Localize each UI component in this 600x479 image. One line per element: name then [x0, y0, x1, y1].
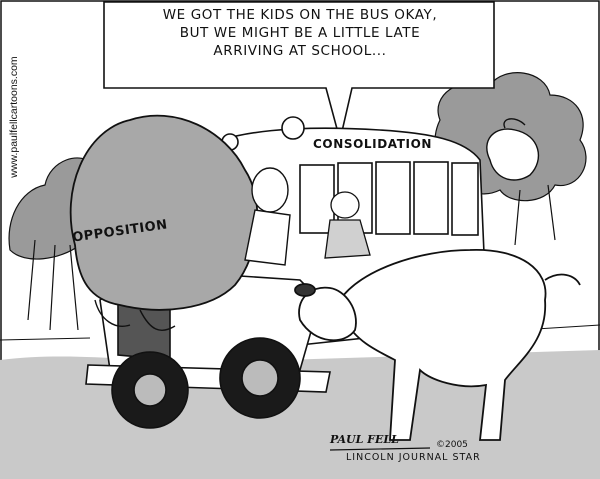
dog	[294, 249, 581, 441]
speech-bubble-text: WE GOT THE KIDS ON THE BUS OKAY, BUT WE …	[108, 6, 492, 60]
artist-website-url: www.paulfellcartoons.com	[8, 56, 20, 178]
speech-bubble	[103, 1, 495, 141]
critter-on-roof	[486, 118, 540, 181]
artist-signature: PAUL FELL	[330, 433, 399, 446]
caption-line: BUT WE MIGHT BE A LITTLE LATE	[179, 25, 421, 41]
bus-driver	[244, 167, 291, 266]
caption-line: ARRIVING AT SCHOOL...	[213, 43, 387, 59]
publisher-name: LINCOLN JOURNAL STAR	[346, 452, 481, 463]
opposition-creature	[69, 114, 259, 311]
consolidation-label: CONSOLIDATION	[313, 137, 433, 151]
copyright-year: ©2005	[436, 440, 468, 450]
caption-line: WE GOT THE KIDS ON THE BUS OKAY,	[162, 7, 438, 23]
kid-in-window	[324, 191, 371, 259]
